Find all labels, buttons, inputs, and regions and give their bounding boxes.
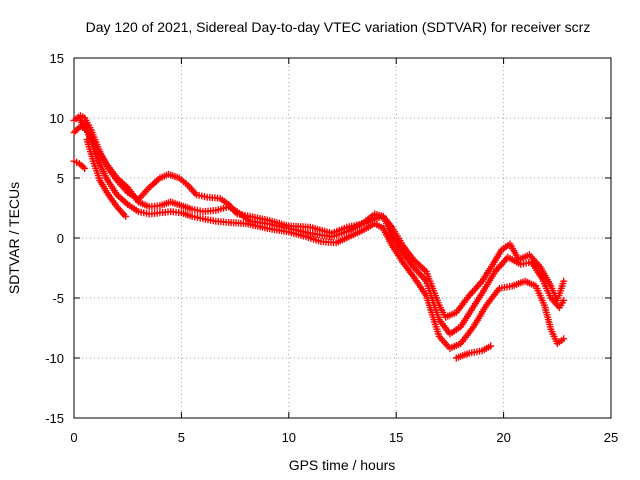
x-tick-label: 5 bbox=[178, 430, 185, 445]
series-line bbox=[73, 114, 565, 318]
data-point bbox=[560, 296, 568, 304]
x-tick-label: 0 bbox=[70, 430, 77, 445]
y-tick-label: 0 bbox=[57, 231, 64, 246]
series-track-1 bbox=[70, 112, 568, 321]
data-point bbox=[487, 342, 495, 350]
y-axis-label: SDTVAR / TECUs bbox=[6, 182, 22, 294]
series-track-5 bbox=[83, 136, 130, 220]
data-point bbox=[560, 335, 568, 343]
x-tick-label: 20 bbox=[496, 430, 510, 445]
data-point bbox=[122, 212, 130, 220]
y-tick-label: -5 bbox=[52, 291, 64, 306]
x-axis-label: GPS time / hours bbox=[289, 457, 396, 473]
data-point bbox=[560, 277, 568, 285]
series-track-6 bbox=[452, 342, 495, 362]
x-tick-label: 15 bbox=[389, 430, 403, 445]
y-tick-label: 15 bbox=[50, 51, 64, 66]
chart-title: Day 120 of 2021, Sidereal Day-to-day VTE… bbox=[86, 19, 591, 35]
data-series bbox=[70, 112, 568, 362]
series-track-3 bbox=[76, 116, 568, 352]
y-tick-label: -10 bbox=[45, 351, 64, 366]
x-tick-label: 10 bbox=[282, 430, 296, 445]
data-point bbox=[81, 164, 89, 172]
y-tick-label: 10 bbox=[50, 111, 64, 126]
x-tick-label: 25 bbox=[604, 430, 618, 445]
axis-ticks: 0 5 10 15 20 25 -15 -10 -5 0 5 10 15 bbox=[45, 51, 618, 445]
y-tick-label: 5 bbox=[57, 171, 64, 186]
series-track-4 bbox=[70, 157, 89, 172]
y-tick-label: -15 bbox=[45, 411, 64, 426]
